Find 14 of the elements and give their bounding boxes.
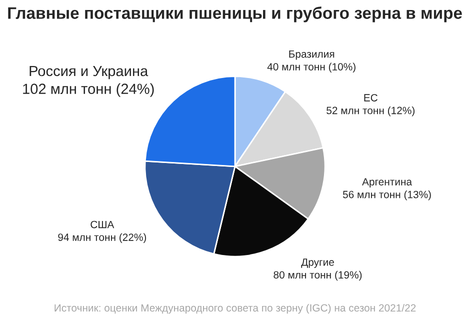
slice-label: Аргентина [362, 178, 412, 188]
slice-label: Бразилия [289, 50, 334, 60]
data-label: 102 млн тонн (24%) [23, 83, 154, 97]
data-label: 52 млн тонн (12%) [326, 106, 414, 116]
data-label: 56 млн тонн (13%) [342, 190, 431, 200]
data-label: 80 млн тонн (19%) [274, 270, 362, 281]
slice-label: США [90, 220, 114, 228]
data-label: 40 млн тонн (10%) [267, 62, 356, 73]
slice-label: Россия и Украина [30, 66, 148, 80]
data-label: 94 млн тонн (22%) [58, 233, 146, 243]
slice-label: Другие [301, 258, 334, 268]
slice-label: ЕС [364, 94, 378, 102]
chart-title: Главные поставщики пшеницы и грубого зерна в мире [8, 6, 462, 22]
text: Источник: оценки Международного совета по зерну (IGC) на сезон 2021/22 [54, 304, 416, 314]
